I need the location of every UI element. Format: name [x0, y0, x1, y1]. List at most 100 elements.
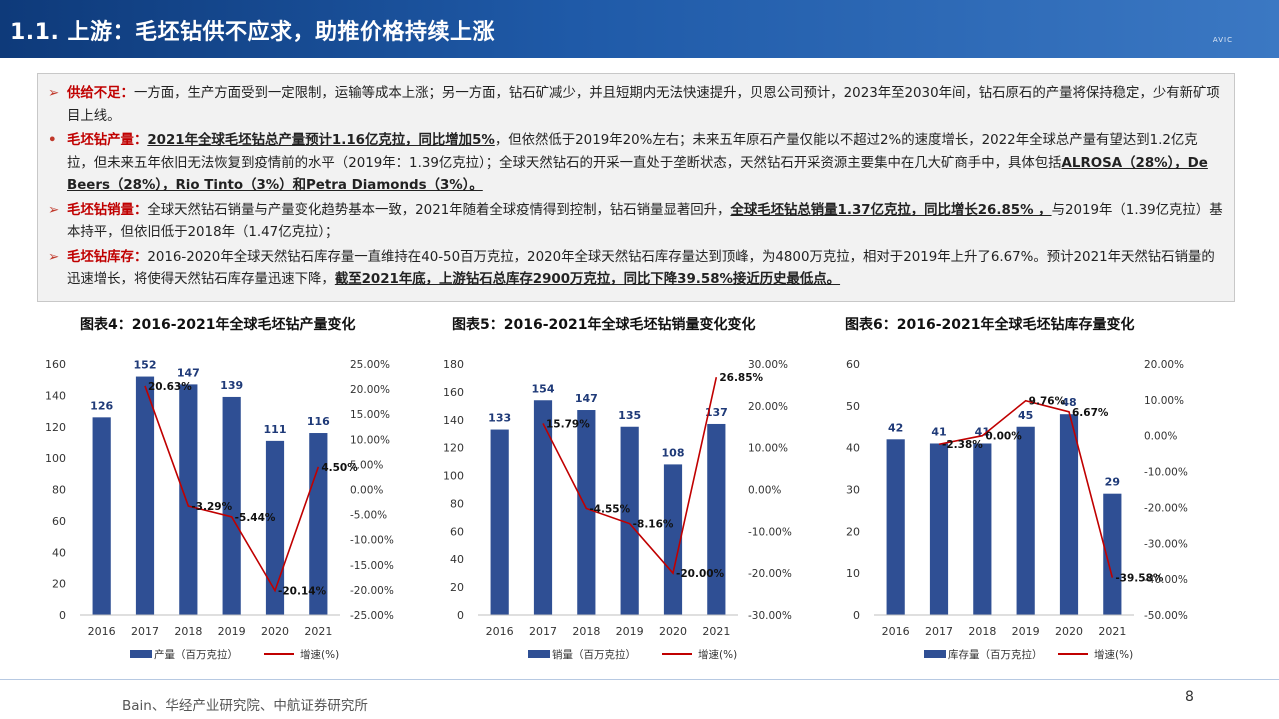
bar-value-label: 111: [264, 423, 287, 436]
bar: [92, 417, 111, 615]
emphasis-text: 2021年全球毛坯钻总产量预计1.16亿克拉，同比增加5%: [147, 133, 495, 148]
y-tick-label: 60: [52, 515, 66, 528]
y2-tick-label: 20.00%: [350, 384, 390, 396]
bar: [929, 443, 949, 615]
y2-tick-label: 20.00%: [1144, 359, 1184, 371]
y2-tick-label: -20.00%: [350, 585, 394, 597]
y2-tick-label: 0.00%: [1144, 431, 1177, 443]
bullet-marker: ➢: [48, 249, 60, 265]
legend-bar-swatch: [924, 650, 946, 658]
y2-tick-label: -30.00%: [1144, 538, 1188, 550]
y-tick-label: 120: [443, 442, 464, 455]
growth-value-label: 20.63%: [148, 381, 192, 393]
y2-tick-label: 10.00%: [748, 443, 788, 455]
growth-value-label: 9.76%: [1029, 396, 1066, 408]
y2-tick-label: 5.00%: [350, 459, 383, 471]
sales-chart: 0 20 40 60 80 100 120 140 160 180 -30.00% -20.00% -1…: [443, 358, 792, 661]
legend-line-label: 增速(%): [1094, 648, 1133, 661]
bar: [222, 396, 241, 615]
paragraph-production: • 毛坯钻产量：2021年全球毛坯钻总产量预计1.16亿克拉，同比增加5%，但依然…: [48, 130, 1224, 198]
y-tick-label: 20: [450, 581, 464, 594]
x-tick-label: 2019: [218, 625, 246, 638]
bar-value-label: 126: [90, 399, 113, 412]
legend-bar-label: 产量（百万克拉）: [154, 648, 238, 661]
bar: [973, 443, 992, 615]
chart-title-sales: 图表5：2016-2021年全球毛坯钻销量变化变化: [452, 317, 756, 333]
growth-value-label: -5.44%: [235, 512, 276, 524]
summary-text-box: ➢ 供给不足：一方面，生产方面受到一定限制，运输等成本上涨；另一方面，钻石矿减少，…: [37, 73, 1235, 302]
page-number: 8: [1185, 689, 1194, 705]
y2-tick-label: -5.00%: [350, 510, 387, 522]
x-tick-label: 2021: [304, 625, 332, 638]
bar: [1103, 493, 1122, 615]
bar-value-label: 116: [307, 415, 330, 428]
growth-value-label: 4.50%: [321, 462, 358, 474]
y2-tick-label: 30.00%: [748, 359, 788, 371]
bar: [1059, 414, 1079, 615]
bar-value-label: 42: [888, 421, 903, 434]
growth-value-label: -8.16%: [633, 519, 674, 531]
y2-tick-label: -10.00%: [1144, 467, 1188, 479]
bar: [1016, 426, 1035, 615]
bar: [533, 400, 553, 615]
x-tick-label: 2018: [174, 625, 202, 638]
growth-value-label: -3.29%: [191, 501, 232, 513]
growth-value-label: 0.00%: [985, 431, 1022, 443]
bar: [620, 426, 639, 615]
y2-tick-label: -50.00%: [1144, 610, 1188, 622]
paragraph-label: 供给不足：: [67, 86, 134, 101]
growth-line: [144, 385, 320, 593]
footer-divider: [0, 679, 1279, 680]
y-tick-label: 60: [450, 525, 464, 538]
growth-value-label: -39.58%: [1115, 573, 1164, 585]
x-tick-label: 2018: [572, 625, 600, 638]
emphasis-text: ALROSA（28%），De Beers（28%），Rio Tinto（3%）和…: [67, 155, 1208, 194]
legend-bar-swatch: [130, 650, 152, 658]
y-tick-label: 30: [846, 484, 860, 497]
bar: [663, 464, 683, 615]
y-tick-label: 10: [846, 567, 860, 580]
y2-tick-label: 15.00%: [350, 409, 390, 421]
y2-tick-label: 20.00%: [748, 401, 788, 413]
body-text: ，但依然低于2019年20%左右；未来五年原石产量仅能以不超过2%的速度增长，2…: [67, 133, 1198, 171]
x-tick-label: 2020: [1055, 625, 1083, 638]
paragraph-label: 毛坯钻销量：: [67, 202, 148, 218]
y-tick-label: 0: [853, 609, 860, 622]
source-note: Bain、华经产业研究院、中航证券研究所: [122, 698, 368, 714]
growth-value-label: 6.67%: [1072, 407, 1109, 419]
y-tick-label: 40: [846, 442, 860, 455]
paragraph-sales: ➢ 毛坯钻销量：全球天然钻石销量与产量变化趋势基本一致，2021年随着全球疫情得到…: [48, 200, 1224, 245]
y-tick-label: 160: [45, 358, 66, 371]
y-tick-label: 100: [443, 470, 464, 483]
growth-value-label: -20.00%: [676, 568, 725, 580]
bar: [886, 439, 905, 615]
growth-value-label: 15.79%: [546, 418, 590, 430]
production-chart: 0 20 40 60 80 100 120 140 160 -25.00% -20.00% -15.0…: [45, 358, 394, 661]
paragraph-supply: ➢ 供给不足：一方面，生产方面受到一定限制，运输等成本上涨；另一方面，钻石矿减少，…: [48, 83, 1224, 128]
legend-bar-label: 销量（百万克拉）: [552, 648, 636, 661]
bar-value-label: 137: [705, 406, 728, 419]
growth-value-label: -4.55%: [589, 504, 630, 516]
inventory-chart: 0 10 20 30 40 50 60 -50.00% -40.00% -30.00% -20.00…: [846, 358, 1188, 661]
bar-value-label: 147: [575, 392, 598, 405]
bar-value-label: 48: [1061, 396, 1076, 409]
body-text: 全球天然钻石销量与产量变化趋势基本一致，2021年随着全球疫情得到控制，钻石销量…: [147, 202, 731, 218]
x-tick-label: 2017: [131, 625, 159, 638]
body-text: 2016-2020年全球天然钻石库存量一直维持在40-50百万克拉，2020年全…: [67, 249, 1215, 288]
bar: [490, 429, 509, 615]
body-text: 与2019年（1.39亿克拉）基本持平，但依旧低于2018年（1.47亿克拉）；: [67, 202, 1223, 241]
y2-tick-label: 10.00%: [350, 434, 390, 446]
legend-line-label: 增速(%): [300, 648, 339, 661]
body-text: 一方面，生产方面受到一定限制，运输等成本上涨；另一方面，钻石矿减少，并且短期内无…: [67, 86, 1220, 124]
y2-tick-label: -20.00%: [748, 568, 792, 580]
growth-value-label: -2.38%: [942, 439, 983, 451]
bar-value-label: 135: [618, 409, 641, 422]
bar: [577, 410, 596, 615]
y-tick-label: 100: [45, 452, 66, 465]
paragraph-label: 毛坯钻产量：: [67, 133, 148, 148]
y-tick-label: 80: [450, 497, 464, 510]
x-tick-label: 2016: [88, 625, 116, 638]
logo-text: AVIC: [1212, 36, 1233, 44]
y-tick-label: 140: [443, 414, 464, 427]
y-tick-label: 20: [52, 578, 66, 591]
